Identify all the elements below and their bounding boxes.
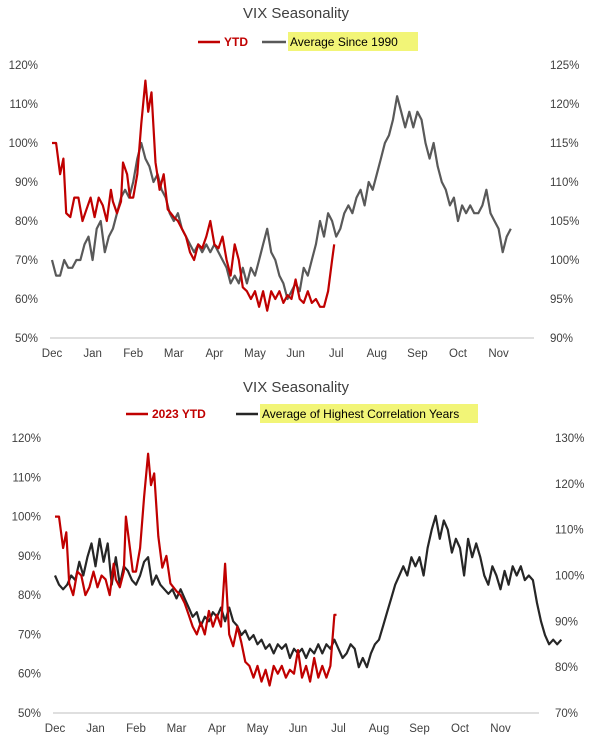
chart-1-x-tick-label: Nov — [488, 348, 509, 360]
chart-2-right-tick-label: 130% — [555, 433, 584, 445]
chart-1-series-line-average — [50, 95, 512, 301]
chart-1-right-tick-label: 110% — [550, 177, 579, 189]
chart-1-x-axis: Dec Jan Feb Mar Apr May Jun Jul Aug Sep Oct Nov — [42, 337, 534, 360]
chart-1-legend: YTD Average Since 1990 — [198, 32, 418, 51]
chart-1: VIX Seasonality YTD Average Since 1990 5… — [9, 5, 580, 360]
chart-1-series-line-ytd — [52, 79, 336, 312]
chart-2-legend-label-ytd: 2023 YTD — [152, 407, 206, 421]
chart-2-x-axis: Dec Jan Feb Mar Apr May Jun Jul Aug Sep Oct Nov — [45, 712, 539, 735]
chart-2-x-tick-label: Jun — [289, 723, 308, 735]
chart-2-right-tick-label: 80% — [555, 662, 578, 674]
chart-1-right-tick-label: 120% — [550, 99, 579, 111]
chart-1-legend-label-average: Average Since 1990 — [290, 35, 398, 49]
chart-2-left-tick-label: 110% — [12, 472, 41, 484]
chart-1-right-tick-label: 125% — [550, 60, 579, 72]
chart-2-left-tick-label: 50% — [18, 708, 41, 720]
chart-1-left-axis-ticks: 50% 60% 70% 80% 90% 100% 110% 120% — [9, 60, 38, 345]
chart-1-x-tick-label: Jul — [329, 348, 344, 360]
chart-1-series — [50, 79, 512, 312]
chart-1-x-tick-label: Aug — [367, 348, 387, 360]
chart-2-right-axis-ticks: 70% 80% 90% 100% 110% 120% 130% — [555, 433, 584, 720]
chart-2: VIX Seasonality 2023 YTD Average of High… — [12, 379, 585, 735]
chart-1-left-tick-label: 120% — [9, 60, 38, 72]
chart-2-series-line-average — [53, 514, 563, 669]
chart-2-left-tick-label: 120% — [12, 433, 41, 445]
chart-1-x-tick-label: Dec — [42, 348, 63, 360]
chart-1-x-tick-label: May — [244, 348, 266, 360]
chart-2-legend-highlight — [260, 404, 478, 423]
chart-1-left-tick-label: 110% — [9, 99, 38, 111]
chart-2-x-tick-label: Jul — [331, 723, 346, 735]
chart-2-x-tick-label: Mar — [167, 723, 187, 735]
chart-1-right-tick-label: 115% — [550, 138, 579, 150]
chart-2-x-tick-label: Oct — [451, 723, 470, 735]
chart-1-title: VIX Seasonality — [243, 5, 349, 22]
chart-2-left-tick-label: 90% — [18, 551, 41, 563]
chart-2-legend-label-average: Average of Highest Correlation Years — [262, 407, 459, 421]
chart-1-right-tick-label: 100% — [550, 255, 579, 267]
chart-2-left-tick-label: 60% — [18, 669, 41, 681]
chart-1-x-tick-label: Feb — [123, 348, 143, 360]
chart-1-x-tick-label: Mar — [164, 348, 184, 360]
chart-2-x-tick-label: May — [247, 723, 269, 735]
chart-2-right-tick-label: 70% — [555, 708, 578, 720]
chart-1-right-tick-label: 105% — [550, 216, 579, 228]
chart-2-x-tick-label: Jan — [86, 723, 105, 735]
chart-2-right-tick-label: 90% — [555, 616, 578, 628]
chart-1-right-tick-label: 95% — [550, 294, 573, 306]
chart-1-left-tick-label: 70% — [15, 255, 38, 267]
chart-1-right-axis-ticks: 90% 95% 100% 105% 110% 115% 120% 125% — [550, 60, 579, 345]
chart-1-x-tick-label: Oct — [449, 348, 468, 360]
chart-2-title: VIX Seasonality — [243, 379, 349, 396]
chart-2-legend: 2023 YTD Average of Highest Correlation … — [126, 404, 478, 423]
chart-2-series-line-ytd — [55, 452, 337, 687]
chart-1-right-tick-label: 90% — [550, 333, 573, 345]
chart-2-x-tick-label: Aug — [369, 723, 389, 735]
chart-1-legend-label-ytd: YTD — [224, 35, 248, 49]
chart-2-left-tick-label: 70% — [18, 629, 41, 641]
chart-2-x-tick-label: Nov — [490, 723, 511, 735]
chart-1-legend-highlight — [288, 32, 418, 51]
chart-1-left-tick-label: 100% — [9, 138, 38, 150]
chart-2-x-tick-label: Sep — [409, 723, 429, 735]
chart-2-right-tick-label: 110% — [555, 525, 584, 537]
chart-1-x-tick-label: Sep — [407, 348, 427, 360]
chart-2-series — [53, 452, 563, 687]
chart-2-left-tick-label: 100% — [12, 512, 41, 524]
chart-1-left-tick-label: 50% — [15, 333, 38, 345]
chart-2-left-tick-label: 80% — [18, 590, 41, 602]
chart-1-x-tick-label: Jun — [286, 348, 305, 360]
chart-2-left-axis-ticks: 50% 60% 70% 80% 90% 100% 110% 120% — [12, 433, 41, 720]
chart-1-left-tick-label: 90% — [15, 177, 38, 189]
chart-1-left-tick-label: 80% — [15, 216, 38, 228]
chart-2-right-tick-label: 120% — [555, 479, 584, 491]
chart-2-x-tick-label: Apr — [208, 723, 226, 735]
chart-1-left-tick-label: 60% — [15, 294, 38, 306]
chart-2-x-tick-label: Feb — [126, 723, 146, 735]
chart-2-x-tick-label: Dec — [45, 723, 66, 735]
chart-1-x-tick-label: Jan — [83, 348, 102, 360]
chart-1-x-tick-label: Apr — [205, 348, 223, 360]
chart-2-right-tick-label: 100% — [555, 571, 584, 583]
